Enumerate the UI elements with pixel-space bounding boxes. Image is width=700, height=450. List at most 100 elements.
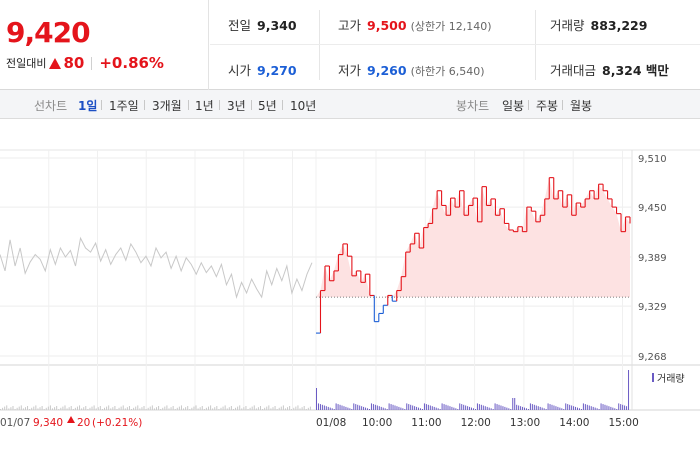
volume-bar [8,408,10,410]
volume-bar [388,403,390,410]
tab-5year[interactable]: 5년 [258,99,277,113]
stats-row-1: 전일 9,340 고가 9,500 (상한가 12,140) 거래량 883,229 [210,0,700,45]
volume-bar [235,407,237,410]
volume-bar [226,408,228,410]
volume-bar [465,405,467,410]
volume-bar [12,406,14,410]
volume-bar [60,407,62,410]
change-label: 전일대비 [6,57,47,70]
line-chart-title: 선차트 [34,99,68,113]
volume-bar [567,404,569,410]
volume-bar [145,409,147,410]
volume-bar [239,405,241,410]
tab-monthly-candle[interactable]: 월봉 [570,99,593,113]
volume-bar [474,409,476,410]
prev-day-line [0,236,313,299]
volume-bar [74,407,76,410]
x-tick-label: 14:00 [559,417,589,429]
volume-bar [622,404,624,410]
volume-bar [101,409,103,410]
volume-bar [473,408,474,410]
chart-tabbar: 선차트 1일 1주일 3개월 1년 3년 5년 10년 봉차트 일봉 주봉 월봉 [0,90,700,119]
stat-value: 9,270 [257,63,297,78]
volume-bar [139,408,141,410]
volume-bar [278,407,280,410]
tab-10year[interactable]: 10년 [290,99,317,113]
volume-bar [216,406,218,410]
up-triangle-icon [49,57,62,69]
volume-bar [264,407,266,410]
volume-bar [325,406,327,410]
volume-bar [266,406,268,410]
volume-bar [2,407,4,410]
volume-bar [293,407,295,410]
volume-bar [590,406,592,410]
volume-bar [386,409,388,410]
volume-bar [321,404,323,410]
volume-bar [463,404,465,410]
volume-bar [345,406,347,410]
volume-bar [10,407,12,410]
volume-bar [317,403,319,410]
volume-bar [27,406,29,410]
volume-bar [189,409,191,410]
volume-bar [490,408,492,410]
volume-bar [83,407,85,410]
volume-bar [467,406,469,410]
volume-bar [451,406,453,410]
x-tick-label: 12:00 [461,417,491,429]
volume-bar [87,409,89,410]
volume-bar [588,405,590,410]
volume-bar [210,405,212,410]
volume-bar [469,406,471,410]
volume-bar [594,407,596,410]
change-percent: +0.86% [99,54,164,72]
volume-bar [214,407,216,410]
volume-bar [596,408,598,410]
volume-bar [376,405,378,410]
tab-daily-candle[interactable]: 일봉 [502,99,525,113]
volume-bar [137,405,139,410]
volume-bar [368,409,370,410]
volume-bar [41,406,43,410]
volume-bar [504,406,506,410]
volume-bar [135,406,137,410]
volume-bar [412,405,414,410]
tab-3month[interactable]: 3개월 [152,99,182,113]
volume-bar [185,407,187,410]
volume-bar [565,403,567,410]
volume-bar [54,407,56,410]
volume-bar [600,403,602,410]
tab-divider [282,100,283,110]
tab-weekly-candle[interactable]: 주봉 [536,99,559,113]
up-area-fill [316,177,630,298]
volume-bar [143,406,145,410]
stat-value: 8,324 백만 [602,63,669,78]
tab-1year[interactable]: 1년 [195,99,214,113]
volume-bar [301,407,303,410]
volume-bar [361,406,363,410]
volume-bar [380,406,382,410]
volume-bar [626,406,628,410]
volume-bar [187,406,189,410]
volume-bar [95,408,97,410]
volume-bar [365,407,367,410]
stat-trade-value: 거래대금 8,324 백만 [550,60,669,79]
change-row: 전일대비 80 +0.86% [6,54,164,72]
volume-bar [305,409,307,410]
volume-bar [31,407,33,410]
volume-bar [81,408,83,410]
volume-bar [351,409,353,410]
volume-bar [243,407,245,410]
volume-bar [237,406,239,410]
volume-bar [124,408,126,410]
tab-3year[interactable]: 3년 [227,99,246,113]
volume-bar [120,406,122,410]
tab-1day[interactable]: 1일 [78,99,98,113]
volume-bar [482,405,484,410]
volume-bar [172,406,174,410]
volume-bar [486,406,488,410]
volume-bar [22,408,24,410]
tab-1week[interactable]: 1주일 [109,99,139,113]
volume-bar [66,408,68,410]
